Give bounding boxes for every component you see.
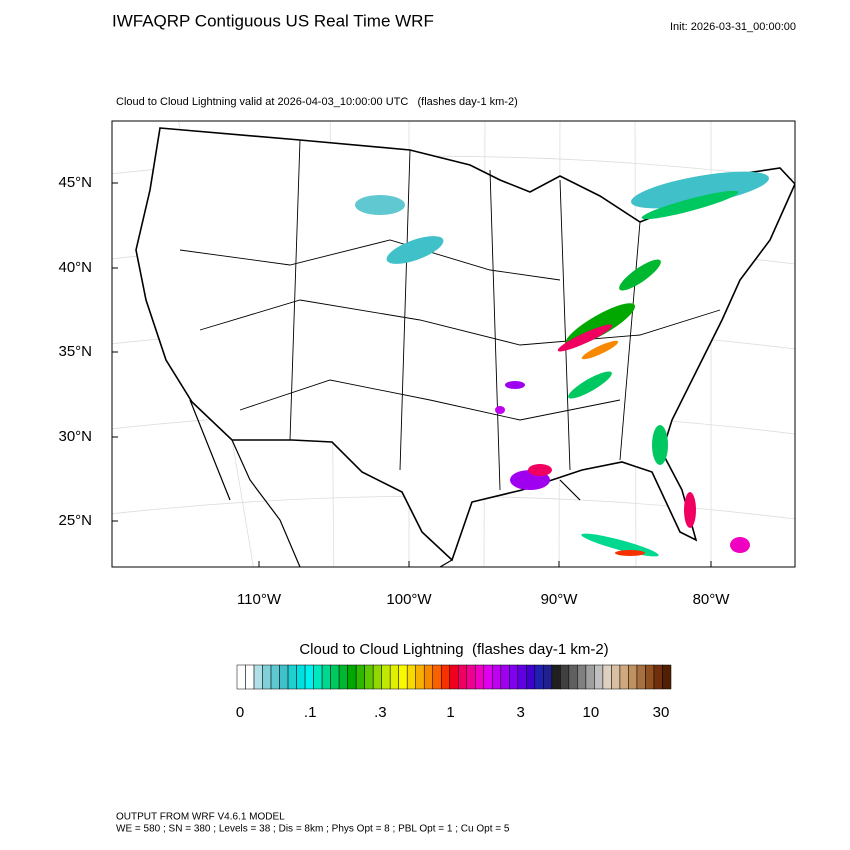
- colorbar-swatch: [432, 664, 442, 690]
- footer-line: OUTPUT FROM WRF V4.6.1 MODEL: [116, 812, 285, 823]
- colorbar-swatch: [389, 664, 399, 690]
- colorbar-swatch: [526, 664, 536, 690]
- lat-label: 40°N: [58, 259, 92, 276]
- colorbar-swatch: [509, 664, 519, 690]
- colorbar-swatch: [330, 664, 340, 690]
- colorbar-swatch: [287, 664, 297, 690]
- colorbar-swatch: [551, 664, 561, 690]
- colorbar-swatch: [636, 664, 646, 690]
- colorbar-swatch: [534, 664, 544, 690]
- colorbar-swatch: [279, 664, 289, 690]
- colorbar-swatch: [313, 664, 323, 690]
- colorbar-swatch: [619, 664, 629, 690]
- colorbar-swatch: [611, 664, 621, 690]
- colorbar-swatch: [270, 664, 280, 690]
- colorbar-swatch: [500, 664, 510, 690]
- colorbar-swatch: [338, 664, 348, 690]
- colorbar-swatch: [423, 664, 433, 690]
- colorbar-swatch: [458, 664, 468, 690]
- lat-label: 45°N: [58, 174, 92, 191]
- lat-label: 35°N: [58, 343, 92, 360]
- lon-label: 110°W: [237, 591, 282, 608]
- colorbar-swatch: [653, 664, 663, 690]
- colorbar-swatch: [415, 664, 425, 690]
- colorbar-swatch: [492, 664, 502, 690]
- colorbar-swatch: [483, 664, 493, 690]
- colorbar-swatch: [449, 664, 459, 690]
- colorbar-label: .1: [304, 704, 317, 721]
- colorbar-swatch: [406, 664, 416, 690]
- init-time: Init: 2026-03-31_00:00:00: [670, 21, 796, 33]
- colorbar-swatch: [560, 664, 570, 690]
- coastline: [189, 399, 581, 567]
- colorbar-swatch: [245, 664, 255, 690]
- colorbar-swatch: [662, 664, 672, 690]
- colorbar-swatch: [355, 664, 365, 690]
- colorbar-swatch: [585, 664, 595, 690]
- colorbar-swatch: [568, 664, 578, 690]
- colorbar-swatch: [440, 664, 450, 690]
- colorbar-label: 30: [653, 704, 670, 721]
- colorbar-swatch: [398, 664, 408, 690]
- lon-label: 90°W: [541, 591, 579, 608]
- lat-label: 30°N: [58, 428, 92, 445]
- subtitle: Cloud to Cloud Lightning valid at 2026-0…: [116, 96, 518, 108]
- footer-line: WE = 580 ; SN = 380 ; Levels = 38 ; Dis …: [116, 824, 510, 835]
- colorbar-swatch: [475, 664, 485, 690]
- colorbar-swatch: [628, 664, 638, 690]
- colorbar-label: 0: [236, 704, 244, 721]
- lon-label: 80°W: [693, 591, 731, 608]
- colorbar-swatch: [594, 664, 604, 690]
- colorbar-label: 3: [516, 704, 524, 721]
- lat-label: 25°N: [58, 512, 92, 529]
- colorbar-swatch: [347, 664, 357, 690]
- colorbar: 0 .1 .3 1 3 10 30: [236, 664, 672, 721]
- colorbar-swatch: [645, 664, 655, 690]
- colorbar-swatch: [602, 664, 612, 690]
- colorbar-label: 10: [582, 704, 599, 721]
- state-lines: [179, 139, 721, 491]
- colorbar-swatch: [304, 664, 314, 690]
- lon-label: 100°W: [386, 591, 432, 608]
- colorbar-swatch: [253, 664, 263, 690]
- colorbar-swatch: [517, 664, 527, 690]
- lightning-cells: [355, 171, 769, 557]
- map-frame: [111, 120, 796, 568]
- colorbar-swatch: [262, 664, 272, 690]
- colorbar-swatch: [296, 664, 306, 690]
- colorbar-swatch: [381, 664, 391, 690]
- colorbar-swatch: [372, 664, 382, 690]
- colorbar-swatch: [466, 664, 476, 690]
- colorbar-swatch: [236, 664, 246, 690]
- colorbar-title: Cloud to Cloud Lightning (flashes day-1 …: [299, 641, 608, 658]
- title: IWFAQRP Contiguous US Real Time WRF: [112, 11, 434, 30]
- colorbar-swatch: [543, 664, 553, 690]
- colorbar-swatch: [577, 664, 587, 690]
- colorbar-swatch: [321, 664, 331, 690]
- colorbar-label: .3: [374, 704, 387, 721]
- map: 45°N 40°N 35°N 30°N 25°N 110°W 100°W 90°W 80°W: [58, 120, 796, 608]
- colorbar-label: 1: [446, 704, 454, 721]
- colorbar-swatch: [364, 664, 374, 690]
